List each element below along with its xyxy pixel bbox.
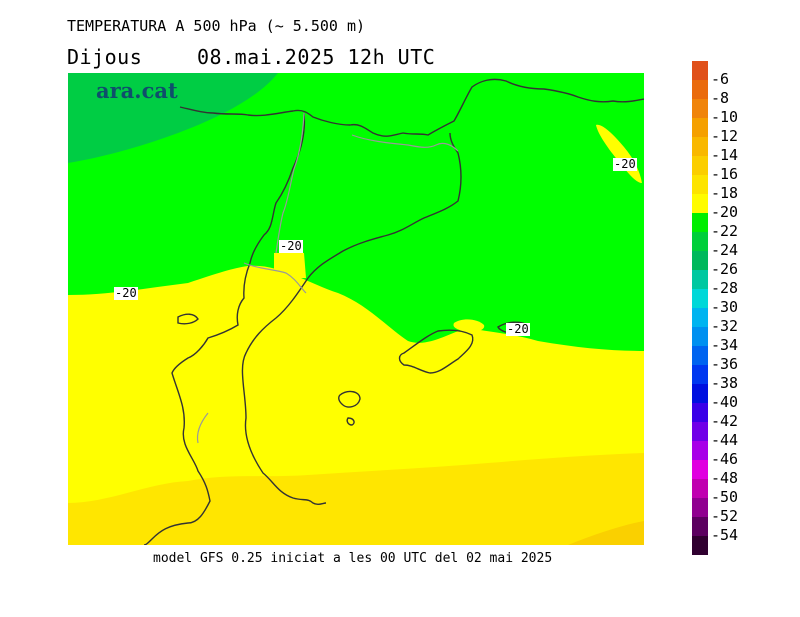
legend-label: -36 bbox=[711, 355, 739, 373]
legend-swatch bbox=[692, 61, 708, 80]
legend-swatch bbox=[692, 422, 708, 441]
legend-swatch bbox=[692, 384, 708, 403]
legend-swatch bbox=[692, 118, 708, 137]
legend-swatch bbox=[692, 289, 708, 308]
legend-label: -26 bbox=[711, 260, 739, 278]
legend-label: -14 bbox=[711, 146, 739, 164]
legend-swatch bbox=[692, 156, 708, 175]
zone-yellow-orange bbox=[68, 453, 644, 545]
legend-swatch bbox=[692, 194, 708, 213]
legend-label: -10 bbox=[711, 108, 739, 126]
legend-swatch bbox=[692, 460, 708, 479]
legend-label: -54 bbox=[711, 526, 739, 544]
legend-label: -16 bbox=[711, 165, 739, 183]
legend-swatch bbox=[692, 498, 708, 517]
aracat-logo: ara.cat bbox=[96, 78, 178, 103]
legend-label: -42 bbox=[711, 412, 739, 430]
contour-label: -20 bbox=[114, 286, 138, 300]
legend-label: -44 bbox=[711, 431, 739, 449]
color-legend bbox=[692, 61, 708, 555]
legend-swatch bbox=[692, 517, 708, 536]
legend-swatch bbox=[692, 137, 708, 156]
zone-dark-green bbox=[68, 73, 278, 163]
legend-label: -38 bbox=[711, 374, 739, 392]
legend-label: -30 bbox=[711, 298, 739, 316]
legend-label: -20 bbox=[711, 203, 739, 221]
legend-swatch bbox=[692, 175, 708, 194]
legend-swatch bbox=[692, 80, 708, 99]
contour-label: -20 bbox=[279, 239, 303, 253]
legend-label: -24 bbox=[711, 241, 739, 259]
legend-swatch bbox=[692, 99, 708, 118]
legend-swatch bbox=[692, 365, 708, 384]
legend-label: -52 bbox=[711, 507, 739, 525]
legend-label: -32 bbox=[711, 317, 739, 335]
temperature-map bbox=[68, 73, 644, 545]
legend-swatch bbox=[692, 308, 708, 327]
coastlines bbox=[143, 78, 644, 545]
legend-swatch bbox=[692, 251, 708, 270]
legend-label: -34 bbox=[711, 336, 739, 354]
legend-swatch bbox=[692, 536, 708, 555]
map-svg bbox=[68, 73, 644, 545]
datetime-label: 08.mai.2025 12h UTC bbox=[197, 45, 436, 69]
legend-label: -18 bbox=[711, 184, 739, 202]
zone-yellow-blob-3 bbox=[274, 253, 306, 278]
day-label: Dijous bbox=[67, 45, 143, 69]
contour-label: -20 bbox=[613, 157, 637, 171]
legend-label: -22 bbox=[711, 222, 739, 240]
legend-swatch bbox=[692, 327, 708, 346]
legend-label: -50 bbox=[711, 488, 739, 506]
zone-yellow-blob-1 bbox=[453, 319, 485, 332]
legend-swatch bbox=[692, 232, 708, 251]
zone-orange bbox=[568, 521, 644, 545]
legend-swatch bbox=[692, 403, 708, 422]
chart-title: TEMPERATURA A 500 hPa (~ 5.500 m) bbox=[67, 17, 366, 35]
region-borders bbox=[196, 112, 459, 444]
model-footer: model GFS 0.25 iniciat a les 00 UTC del … bbox=[153, 551, 553, 566]
legend-swatch bbox=[692, 479, 708, 498]
legend-label: -12 bbox=[711, 127, 739, 145]
legend-label: -8 bbox=[711, 89, 730, 107]
legend-swatch bbox=[692, 346, 708, 365]
contour-label: -20 bbox=[506, 322, 530, 336]
legend-label: -48 bbox=[711, 469, 739, 487]
legend-label: -28 bbox=[711, 279, 739, 297]
legend-label: -46 bbox=[711, 450, 739, 468]
legend-swatch bbox=[692, 270, 708, 289]
legend-swatch bbox=[692, 441, 708, 460]
legend-label: -6 bbox=[711, 70, 730, 88]
legend-label: -40 bbox=[711, 393, 739, 411]
legend-swatch bbox=[692, 213, 708, 232]
